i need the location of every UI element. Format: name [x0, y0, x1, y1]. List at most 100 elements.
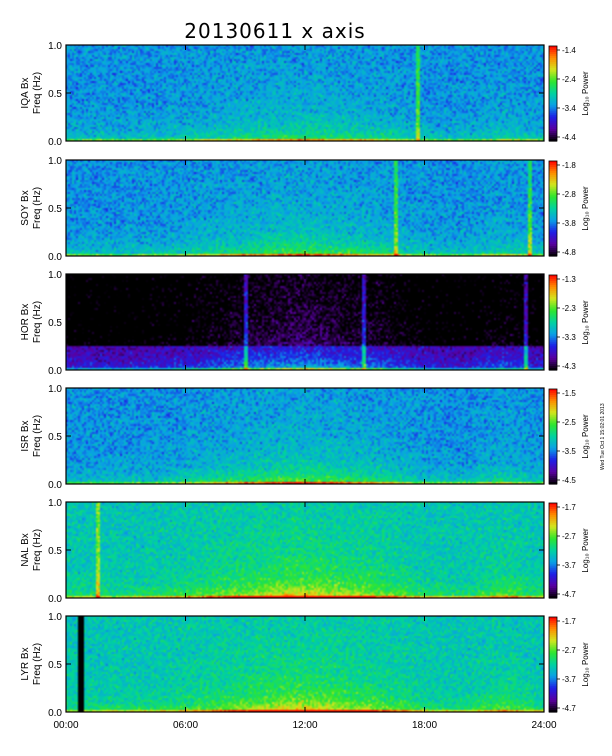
colorbar-swatch	[549, 644, 557, 648]
colorbar-swatch	[549, 220, 557, 223]
colorbar-swatch	[549, 332, 557, 335]
colorbar-swatch	[549, 674, 557, 677]
colorbar-swatch	[549, 127, 557, 130]
colorbar-swatch	[549, 202, 557, 206]
colorbar-swatch	[549, 232, 557, 235]
colorbar-swatch	[549, 550, 557, 554]
colorbar-swatch	[549, 408, 557, 412]
colorbar-swatch	[549, 111, 557, 114]
colorbar-swatch	[549, 524, 557, 528]
colorbar-swatch	[549, 168, 557, 172]
y-tick-label: 1.0	[48, 156, 62, 167]
colorbar-swatch	[549, 648, 557, 652]
colorbar-swatch	[549, 344, 557, 347]
colorbar-swatch	[549, 300, 557, 304]
colorbar-swatch	[549, 560, 557, 563]
y-tick-label: 0.5	[48, 546, 62, 557]
colorbar-swatch	[549, 286, 557, 290]
colorbar-swatch	[549, 582, 557, 585]
y-axis-freq-label: Freq (Hz)	[32, 643, 43, 685]
colorbar-swatch	[549, 512, 557, 516]
colorbar-swatch	[549, 532, 557, 536]
colorbar-label: Log₁₀ Power	[581, 528, 590, 573]
colorbar-swatch	[549, 322, 557, 326]
colorbar-swatch	[549, 71, 557, 75]
colorbar-swatch	[549, 352, 557, 355]
colorbar-swatch	[549, 214, 557, 218]
colorbar-swatch	[549, 422, 557, 426]
colorbar-tick-label: -2.3	[562, 304, 576, 313]
colorbar-swatch	[549, 424, 557, 428]
colorbar-swatch	[549, 194, 557, 198]
colorbar-swatch	[549, 324, 557, 328]
y-tick-label: 1.0	[48, 41, 62, 52]
colorbar-swatch	[549, 178, 557, 182]
colorbar-swatch	[549, 460, 557, 463]
colorbar-swatch	[549, 73, 557, 77]
y-tick-label: 0.5	[48, 89, 62, 100]
colorbar-swatch	[549, 212, 557, 216]
y-tick-label: 1.0	[48, 270, 62, 281]
colorbar-swatch	[549, 320, 557, 324]
colorbar-swatch	[549, 123, 557, 126]
colorbar-swatch	[549, 101, 557, 104]
panel-hor: 0.0 0.5 1.0 HOR Bx Freq (Hz) -1.3 -2.3 -3.3 -4.3…	[20, 270, 590, 377]
colorbar-swatch	[549, 240, 557, 243]
colorbar-swatch	[549, 364, 557, 367]
colorbar-swatch	[549, 518, 557, 522]
colorbar-swatch	[549, 356, 557, 359]
colorbar-frame	[548, 388, 558, 485]
colorbar-swatch	[549, 402, 557, 406]
colorbar-swatch	[549, 686, 557, 689]
y-axis-freq-label: Freq (Hz)	[32, 72, 43, 114]
colorbar-swatch	[549, 430, 557, 434]
colorbar-swatch	[549, 584, 557, 587]
colorbar-swatch	[549, 586, 557, 589]
colorbar-swatch	[549, 546, 557, 550]
colorbar-swatch	[549, 288, 557, 292]
colorbar-swatch	[549, 81, 557, 85]
colorbar-swatch	[549, 580, 557, 583]
colorbar-swatch	[549, 326, 557, 330]
colorbar-swatch	[549, 510, 557, 514]
colorbar-swatch	[549, 368, 557, 371]
colorbar-swatch	[549, 298, 557, 302]
colorbar-swatch	[549, 184, 557, 188]
y-axis-freq-label: Freq (Hz)	[32, 529, 43, 571]
colorbar-swatch	[549, 684, 557, 687]
y-axis-freq-label: Freq (Hz)	[32, 415, 43, 457]
colorbar-tick-label: -4.7	[562, 704, 576, 713]
colorbar-swatch	[549, 690, 557, 693]
colorbar-swatch	[549, 234, 557, 237]
colorbar-swatch	[549, 594, 557, 597]
y-tick-label: 1.0	[48, 498, 62, 509]
colorbar-swatch	[549, 278, 557, 282]
colorbar-swatch	[549, 366, 557, 369]
colorbar-swatch	[549, 574, 557, 577]
spectrogram-nal	[66, 502, 544, 598]
colorbar-tick-label: -1.3	[562, 275, 576, 284]
colorbar-swatch	[549, 166, 557, 170]
colorbar-swatch	[549, 400, 557, 404]
colorbar-swatch	[549, 222, 557, 225]
colorbar-swatch	[549, 103, 557, 106]
colorbar-swatch	[549, 404, 557, 408]
colorbar-tick-label: -3.8	[562, 219, 576, 228]
colorbar-swatch	[549, 426, 557, 430]
colorbar-swatch	[549, 46, 557, 49]
colorbar-swatch	[549, 208, 557, 212]
colorbar-swatch	[549, 174, 557, 178]
colorbar-swatch	[549, 164, 557, 168]
colorbar-swatch	[549, 97, 557, 101]
y-tick-label: 0.0	[48, 137, 62, 148]
colorbar-swatch	[549, 75, 557, 79]
colorbar-swatch	[549, 85, 557, 89]
colorbar-frame	[548, 274, 558, 371]
colorbar-swatch	[549, 650, 557, 654]
colorbar-swatch	[549, 654, 557, 658]
colorbar-swatch	[549, 87, 557, 91]
y-tick-label: 1.0	[48, 384, 62, 395]
x-tick-label: 18:00	[412, 720, 437, 731]
colorbar-swatch	[549, 206, 557, 210]
colorbar-swatch	[549, 434, 557, 438]
